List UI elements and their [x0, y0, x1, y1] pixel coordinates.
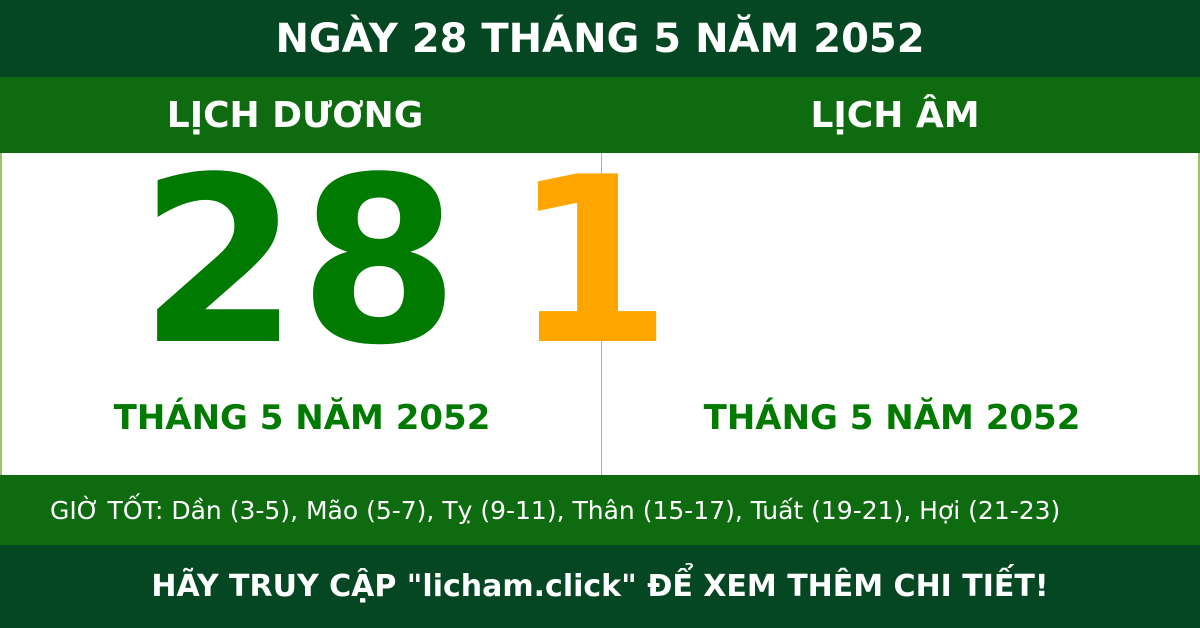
page-title: NGÀY 28 THÁNG 5 NĂM 2052 [0, 0, 1200, 77]
good-hours: GIỜ TỐT: Dần (3-5), Mão (5-7), Tỵ (9-11)… [0, 475, 1200, 545]
lunar-month-year: THÁNG 5 NĂM 2052 [703, 398, 1081, 438]
solar-day-number: 28 [138, 129, 460, 396]
solar-calendar-label: LỊCH DƯƠNG [166, 94, 424, 136]
solar-month-year: THÁNG 5 NĂM 2052 [113, 398, 491, 438]
lunar-calendar-label: LỊCH ÂM [810, 94, 980, 136]
footer-cta: HÃY TRUY CẬP "licham.click" ĐỂ XEM THÊM … [0, 545, 1200, 628]
column-divider [601, 153, 602, 475]
lunar-day-number: 1 [512, 129, 673, 396]
calendar-body: 28 THÁNG 5 NĂM 2052 1 THÁNG 5 NĂM 2052 [0, 129, 1200, 475]
column-headers: LỊCH DƯƠNG LỊCH ÂM [0, 77, 1200, 153]
